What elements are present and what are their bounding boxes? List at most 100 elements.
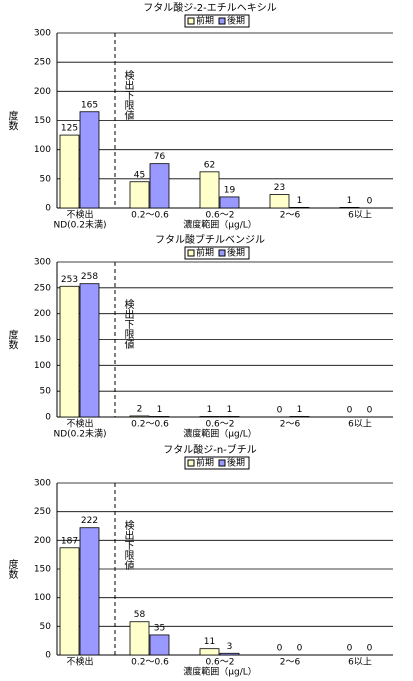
y-tick-label: 200 — [34, 87, 51, 97]
y-tick-label: 300 — [34, 258, 51, 268]
y-tick-label: 50 — [40, 622, 52, 632]
x-tick-label: 0.6～2 — [205, 420, 234, 430]
x-tick-label: 0.6～2 — [205, 211, 234, 221]
value-label: 1 — [207, 405, 213, 415]
legend-swatch — [187, 249, 195, 257]
bar — [199, 171, 220, 209]
value-label: 1 — [297, 405, 303, 415]
bar — [339, 207, 360, 209]
bar — [199, 416, 220, 418]
value-label: 35 — [154, 623, 165, 633]
value-label: 2 — [137, 404, 143, 414]
value-label: 76 — [154, 152, 166, 162]
y-tick-label: 250 — [34, 283, 51, 293]
y-tick-label: 300 — [34, 479, 51, 489]
y-tick-label: 0 — [45, 204, 51, 214]
value-label: 1 — [297, 196, 303, 206]
y-tick-label: 200 — [34, 536, 51, 546]
bar — [149, 416, 170, 418]
value-label: 0 — [367, 644, 373, 654]
value-label: 0 — [297, 644, 303, 654]
legend-label: 後期 — [227, 457, 245, 469]
legend-label: 前期 — [196, 15, 214, 27]
bar — [219, 196, 240, 209]
legend-label: 前期 — [196, 247, 214, 259]
value-label: 1 — [157, 405, 163, 415]
y-tick-label: 250 — [34, 507, 51, 517]
value-label: 125 — [61, 124, 78, 134]
y-tick-label: 250 — [34, 58, 51, 68]
bar — [129, 621, 150, 656]
x-tick-label: 2～6 — [280, 658, 301, 668]
y-axis-title: 度数 — [6, 558, 18, 580]
y-tick-label: 100 — [34, 361, 51, 371]
y-tick-label: 300 — [34, 29, 51, 39]
value-label: 0 — [347, 406, 353, 416]
legend-label: 後期 — [227, 247, 245, 259]
annotation: 検出下限値 — [122, 519, 134, 571]
x-tick-label: 2～6 — [280, 420, 301, 430]
legend-swatch — [218, 17, 226, 25]
x-tick-label: 不検出 — [66, 656, 93, 668]
chart-title: フタル酸ブチルベンジル — [155, 233, 265, 246]
legend-frame — [184, 246, 250, 260]
bar — [59, 547, 80, 656]
x-tick-label: 6以上 — [348, 419, 372, 430]
value-label: 0 — [367, 197, 373, 207]
y-tick-label: 150 — [34, 565, 51, 575]
y-tick-label: 100 — [34, 145, 51, 155]
y-tick-label: 150 — [34, 116, 51, 126]
y-axis-title: 度数 — [6, 328, 18, 350]
bar — [79, 527, 100, 656]
bar — [219, 416, 240, 418]
value-label: 11 — [204, 637, 215, 647]
x-axis-title: 濃度範囲（μg/L） — [183, 219, 257, 231]
y-tick-label: 150 — [34, 335, 51, 345]
x-tick-label: 0.2～0.6 — [131, 420, 169, 430]
x-tick-label: 6以上 — [348, 657, 372, 668]
value-label: 165 — [81, 100, 98, 110]
bar — [149, 163, 170, 209]
x-tick-label: 2～6 — [280, 211, 301, 221]
legend-frame — [184, 14, 250, 28]
category-note: ND(0.2未満) — [54, 219, 107, 231]
annotation: 検出下限値 — [122, 69, 134, 121]
x-tick-label: 0.2～0.6 — [131, 211, 169, 221]
value-label: 45 — [134, 170, 145, 180]
value-label: 58 — [134, 610, 146, 620]
bar — [289, 207, 310, 209]
x-tick-label: 不検出 — [66, 209, 93, 221]
bar — [269, 194, 290, 209]
y-tick-label: 200 — [34, 309, 51, 319]
legend-swatch — [187, 459, 195, 467]
legend-swatch — [218, 459, 226, 467]
legend-label: 前期 — [196, 457, 214, 469]
value-label: 0 — [367, 406, 373, 416]
value-label: 258 — [81, 272, 98, 282]
bar — [199, 648, 220, 656]
chart-title: フタル酸ジ-n-ブチル — [163, 443, 257, 456]
bar — [79, 111, 100, 209]
category-note: ND(0.2未満) — [54, 428, 107, 440]
chart-title: フタル酸ジ-2-エチルヘキシル — [143, 1, 277, 14]
x-axis-title: 濃度範囲（μg/L） — [183, 428, 257, 440]
value-label: 253 — [61, 275, 78, 285]
value-label: 3 — [227, 642, 233, 652]
bar — [219, 652, 240, 656]
value-label: 62 — [204, 160, 215, 170]
legend-swatch — [187, 17, 195, 25]
legend-label: 後期 — [227, 15, 245, 27]
bar — [289, 416, 310, 418]
value-label: 1 — [227, 405, 233, 415]
x-tick-label: 0.2～0.6 — [131, 658, 169, 668]
bar — [59, 134, 80, 209]
value-label: 187 — [61, 536, 78, 546]
x-tick-label: 不検出 — [66, 418, 93, 430]
y-tick-label: 100 — [34, 593, 51, 603]
value-label: 222 — [81, 516, 98, 526]
legend-swatch — [218, 249, 226, 257]
value-label: 0 — [277, 644, 283, 654]
x-tick-label: 0.6～2 — [205, 658, 234, 668]
value-label: 0 — [347, 644, 353, 654]
value-label: 19 — [224, 185, 236, 195]
